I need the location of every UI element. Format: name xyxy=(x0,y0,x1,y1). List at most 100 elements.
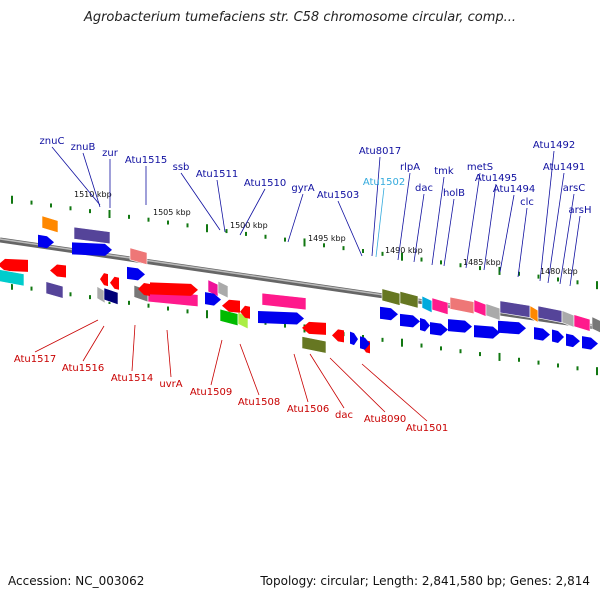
gene-box xyxy=(399,290,419,309)
leader-line-upper xyxy=(443,198,455,267)
gene-label-upper: znuB xyxy=(71,142,96,153)
gene-arrow-forward xyxy=(420,318,430,332)
leader-line-upper xyxy=(465,172,481,269)
gene-box xyxy=(0,269,25,287)
gene-arrow-forward xyxy=(498,320,526,335)
scale-label: 1510 kbp xyxy=(74,190,112,199)
gene-box xyxy=(573,314,591,332)
leader-line-upper xyxy=(559,193,575,285)
scale-label: 1480 kbp xyxy=(540,267,578,276)
scale-labels: 1510 kbp 1505 kbp 1500 kbp 1495 kbp 1490 kbp… xyxy=(74,190,578,276)
gene-label-upper: holB xyxy=(443,188,465,199)
leader-line-lower xyxy=(210,339,223,386)
gene-arrow-forward xyxy=(205,292,221,306)
leader-line-upper xyxy=(431,176,445,266)
gene-arrow-reverse xyxy=(0,258,28,272)
leader-line-upper xyxy=(499,194,515,273)
gene-box xyxy=(485,303,501,321)
map-title: Agrobacterium tumefaciens str. C58 chrom… xyxy=(83,10,517,25)
leader-line-upper xyxy=(51,146,101,206)
gene-label-upper: rlpA xyxy=(400,162,420,173)
gene-box xyxy=(103,287,119,306)
gene-box xyxy=(261,292,307,311)
gene-arrow-forward xyxy=(552,329,564,343)
gene-arrow-forward xyxy=(448,319,472,333)
gene-box xyxy=(73,226,111,245)
gene-box xyxy=(421,295,433,314)
gene-arrow-reverse xyxy=(222,299,240,313)
leader-line-upper xyxy=(216,179,226,233)
gene-arrow-forward xyxy=(566,333,580,348)
gene-label-upper: dac xyxy=(415,183,433,194)
gene-label-upper: Atu1492 xyxy=(533,140,575,151)
gene-label-lower: dac xyxy=(335,410,353,421)
gene-arrow-reverse xyxy=(332,329,344,343)
gene-arrow-forward xyxy=(72,242,112,256)
gene-box xyxy=(473,299,487,317)
leader-line-lower xyxy=(166,329,172,378)
gene-arrow-forward xyxy=(127,266,145,281)
gene-box xyxy=(45,281,64,299)
gene-label-lower: Atu1506 xyxy=(287,404,329,415)
gene-label-upper: Atu1515 xyxy=(125,155,167,166)
gene-arrow-forward xyxy=(582,336,598,350)
gene-arrows xyxy=(0,215,600,354)
gene-label-lower: Atu1501 xyxy=(406,423,448,434)
gene-arrow-reverse xyxy=(240,305,250,319)
leader-line-upper xyxy=(239,188,266,236)
leader-line-upper xyxy=(337,200,363,257)
gene-label-lower: Atu8090 xyxy=(364,414,406,425)
gene-arrow-reverse xyxy=(110,276,119,290)
gene-label-lower: Atu1514 xyxy=(111,373,153,384)
gene-arrow-forward xyxy=(474,325,500,339)
gene-label-upper: Atu1502 xyxy=(363,177,405,188)
gene-label-lower: Atu1509 xyxy=(190,387,232,398)
label-leader-lines xyxy=(34,146,581,422)
gene-label-upper: znuC xyxy=(40,136,65,147)
gene-arrow-forward xyxy=(150,282,198,296)
leader-line-upper xyxy=(413,193,425,263)
gene-label-upper: metS xyxy=(467,162,493,173)
leader-line-lower xyxy=(131,324,136,372)
gene-box xyxy=(431,297,449,316)
gene-box xyxy=(301,336,327,354)
gene-arrow-reverse xyxy=(100,273,108,287)
gene-box xyxy=(591,316,600,333)
gene-arrow-forward xyxy=(430,322,448,336)
scale-label: 1500 kbp xyxy=(230,221,268,230)
leader-line-lower xyxy=(239,343,260,396)
scale-ticks xyxy=(11,195,598,376)
scale-label: 1495 kbp xyxy=(308,234,346,243)
gene-box xyxy=(449,296,475,315)
leader-line-upper xyxy=(375,187,385,258)
gene-label-upper: arsH xyxy=(569,205,592,216)
leader-line-upper xyxy=(180,172,221,231)
genome-summary-text: Topology: circular; Length: 2,841,580 bp… xyxy=(260,574,590,588)
gene-box xyxy=(529,305,539,323)
gene-label-upper: clc xyxy=(520,197,534,208)
leader-line-lower xyxy=(82,325,105,362)
leader-line-upper xyxy=(547,172,565,284)
gene-label-upper: Atu1503 xyxy=(317,190,359,201)
gene-arrow-forward xyxy=(360,336,370,350)
gene-label-upper: zur xyxy=(102,148,119,159)
gene-box xyxy=(41,215,59,234)
gene-box xyxy=(219,308,239,327)
leader-line-upper xyxy=(517,207,528,278)
leader-line-upper xyxy=(371,156,381,257)
gene-label-upper: Atu1495 xyxy=(475,173,517,184)
gene-arrow-forward xyxy=(534,327,550,341)
gene-arrow-forward xyxy=(380,306,398,321)
leader-line-lower xyxy=(34,319,99,353)
scale-label: 1490 kbp xyxy=(385,246,423,255)
leader-line-upper xyxy=(483,183,497,271)
gene-label-upper: gyrA xyxy=(291,183,314,194)
gene-arrow-reverse xyxy=(138,283,150,297)
gene-arrow-reverse xyxy=(50,264,66,278)
gene-box xyxy=(561,310,575,328)
leader-line-lower xyxy=(293,353,309,403)
accession-text: Accession: NC_003062 xyxy=(8,574,145,588)
leader-line-upper xyxy=(397,172,411,261)
gene-arrow-forward xyxy=(350,331,358,346)
